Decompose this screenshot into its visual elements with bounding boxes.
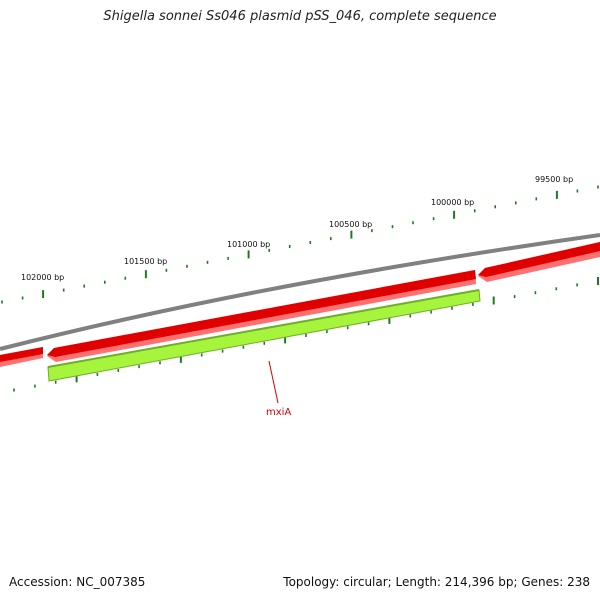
ruler-label: 100500 bp xyxy=(329,220,372,229)
outer-tick-ruler xyxy=(1,185,599,304)
ruler-label: 101500 bp xyxy=(124,257,167,266)
gene-mxia-top-edge xyxy=(47,289,480,368)
ruler-label: 100000 bp xyxy=(431,198,474,207)
inner-tick-ruler xyxy=(13,277,599,392)
ruler-labels: 102000 bp 101500 bp 101000 bp 100500 bp … xyxy=(21,175,573,282)
sequence-stats: Topology: circular; Length: 214,396 bp; … xyxy=(283,575,590,589)
cds-feature-middle-top xyxy=(47,270,476,357)
cds-feature-left-top xyxy=(0,347,43,362)
backbone-arc xyxy=(0,233,600,351)
gene-mxia-bar xyxy=(47,289,481,382)
ruler-label: 101000 bp xyxy=(227,240,270,249)
gene-label-mxia[interactable]: mxiA xyxy=(266,407,291,418)
ruler-label: 99500 bp xyxy=(535,175,573,184)
accession-text: Accession: NC_007385 xyxy=(9,575,146,589)
gene-label-pointer xyxy=(268,360,279,404)
cds-track xyxy=(0,242,600,367)
ruler-label: 102000 bp xyxy=(21,273,64,282)
map-title: Shigella sonnei Ss046 plasmid pSS_046, c… xyxy=(103,9,497,24)
gene-mxia[interactable] xyxy=(47,289,481,382)
cds-feature-right-top xyxy=(478,242,600,277)
